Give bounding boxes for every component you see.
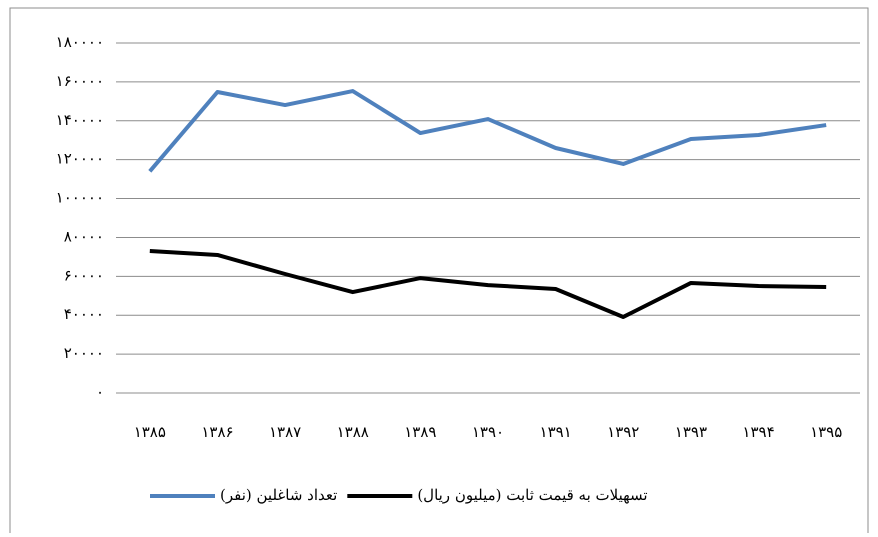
y-tick-label: ۰ — [96, 383, 104, 401]
series-line — [148, 89, 827, 173]
y-tick-label: ۶۰۰۰۰ — [64, 266, 104, 284]
y-tick-label: ۲۰۰۰۰ — [64, 344, 104, 362]
x-tick-label: ۱۳۹۵ — [810, 423, 842, 441]
x-tick-label: ۱۳۹۰ — [472, 423, 504, 441]
x-tick-label: ۱۳۸۵ — [134, 423, 166, 441]
x-tick-label: ۱۳۸۸ — [337, 423, 369, 441]
x-tick-label: ۱۳۹۴ — [742, 423, 774, 441]
y-tick-label: ۸۰۰۰۰ — [64, 227, 104, 245]
x-tick-label: ۱۳۸۹ — [404, 423, 436, 441]
y-tick-label: ۱۶۰۰۰۰ — [56, 72, 104, 90]
x-tick-label: ۱۳۹۱ — [540, 423, 572, 441]
legend-label: تعداد شاغلین (نفر) — [220, 486, 337, 504]
y-tick-label: ۴۰۰۰۰ — [64, 305, 104, 323]
y-tick-label: ۱۸۰۰۰۰ — [56, 33, 104, 51]
y-tick-label: ۱۲۰۰۰۰ — [56, 150, 104, 168]
x-tick-label: ۱۳۸۶ — [201, 423, 233, 441]
y-tick-label: ۱۰۰۰۰۰ — [56, 189, 104, 207]
x-tick-label: ۱۳۹۳ — [675, 423, 707, 441]
x-tick-label: ۱۳۹۲ — [607, 423, 639, 441]
y-tick-label: ۱۴۰۰۰۰ — [56, 111, 104, 129]
series-line — [149, 249, 827, 319]
legend-label: تسهیلات به قیمت ثابت (میلیون ریال) — [417, 486, 647, 504]
chart-frame — [9, 7, 869, 537]
x-tick-label: ۱۳۸۷ — [269, 423, 301, 441]
